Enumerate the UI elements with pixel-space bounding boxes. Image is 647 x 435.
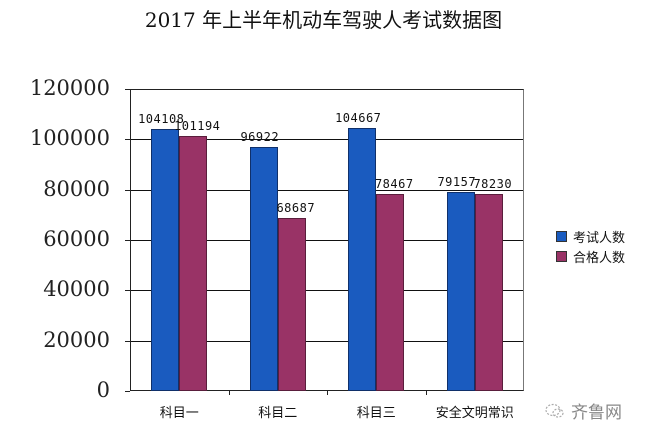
bar-pass-count	[277, 218, 306, 391]
bar-exam-count	[151, 128, 180, 391]
bar-value-label: 78230	[473, 177, 513, 192]
x-tick-mark	[327, 391, 328, 395]
y-tick-label: 120000	[29, 76, 110, 100]
y-tick-mark	[125, 240, 130, 241]
bar-exam-count	[446, 191, 475, 391]
gridline	[131, 240, 523, 241]
y-tick-mark	[125, 391, 130, 392]
bar-exam-count	[249, 147, 278, 391]
bar-pass-count	[179, 136, 208, 391]
x-tick-mark	[425, 391, 427, 395]
legend-swatch-maroon-icon	[556, 250, 567, 262]
plot-area	[130, 89, 524, 391]
y-tick-label: 40000	[43, 277, 110, 302]
gridline	[131, 290, 523, 292]
gridline	[131, 139, 523, 141]
chart-title: 2017 年上半年机动车驾驶人考试数据图	[144, 8, 503, 32]
bar-pass-count	[376, 193, 405, 391]
bar-value-label: 104108	[138, 111, 185, 126]
bar-value-label: 79157	[437, 174, 477, 189]
bar-pass-count	[474, 194, 503, 391]
legend-label: 考试人数	[573, 230, 626, 246]
x-category-label: 科目二	[258, 406, 298, 421]
y-tick-label: 80000	[43, 176, 110, 201]
y-tick-label: 100000	[29, 126, 110, 151]
y-tick-label: 0	[96, 378, 110, 402]
x-tick-mark	[228, 391, 230, 395]
watermark-text: 齐鲁网	[571, 403, 622, 423]
bar-value-label: 101194	[174, 119, 221, 134]
wechat-bubble-icon	[545, 403, 564, 418]
y-tick-mark	[125, 290, 130, 292]
bar-value-label: 68687	[276, 201, 316, 216]
legend-label: 合格人数	[573, 250, 626, 266]
x-category-label: 科目一	[159, 406, 199, 421]
y-tick-mark	[125, 89, 130, 90]
watermark: 齐鲁网	[545, 398, 622, 423]
bar-exam-count	[348, 127, 377, 391]
bar-value-label: 78467	[374, 176, 414, 191]
legend-item-pass-count: 合格人数	[556, 246, 625, 266]
bar-value-label: 96922	[240, 130, 280, 145]
y-tick-mark	[125, 340, 130, 342]
x-category-label: 安全文明常识	[435, 406, 514, 421]
legend-item-exam-count: 考试人数	[556, 226, 625, 246]
gridline	[131, 189, 523, 191]
y-tick-label: 60000	[43, 227, 110, 251]
legend-swatch-blue-icon	[556, 230, 567, 242]
y-tick-mark	[125, 139, 130, 141]
y-tick-label: 20000	[43, 327, 110, 352]
bar-value-label: 104667	[335, 110, 382, 125]
legend: 考试人数 合格人数	[556, 226, 625, 266]
y-tick-mark	[125, 189, 130, 191]
x-category-label: 科目三	[356, 406, 396, 421]
gridline	[131, 340, 523, 342]
